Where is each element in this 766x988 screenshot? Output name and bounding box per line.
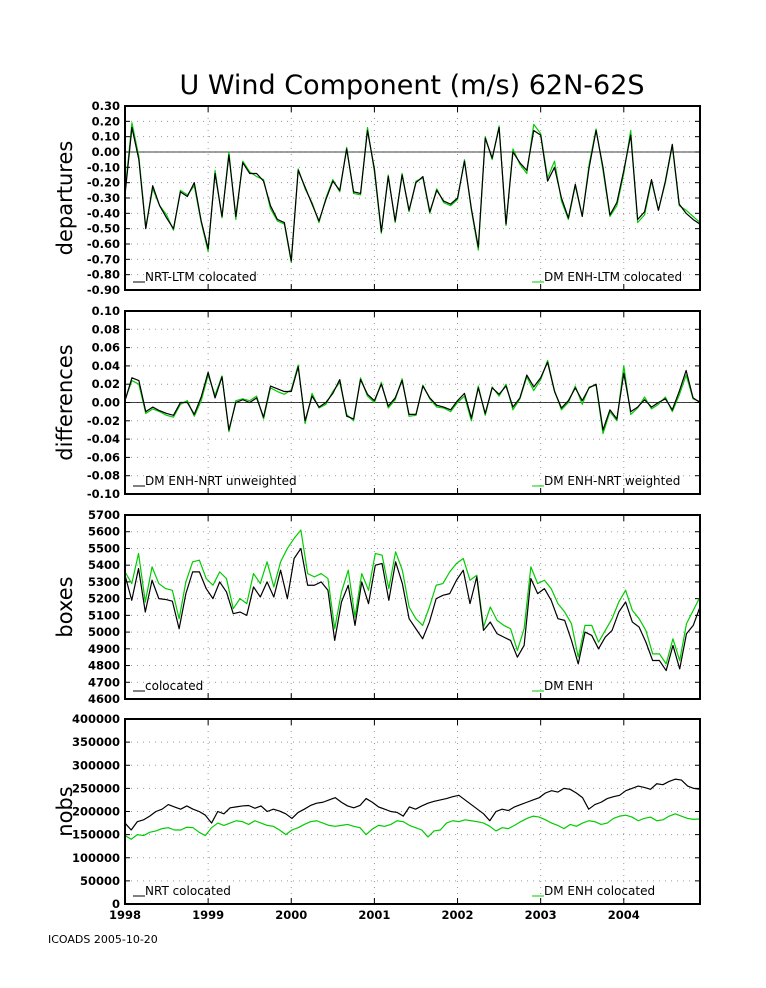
y-tick-label: 4700 [88,675,120,689]
x-tick-label: 2000 [275,908,307,922]
panel-boxes: 5700 5600 5500 5400 5300 5200 5100 5000 4900 4800… [53,508,701,706]
y-tick-label: -0.40 [87,206,120,220]
legend-label-1: DM ENH colocated [544,884,655,898]
legend-label-1: DM ENH [544,679,593,693]
y-tick-label: 150000 [72,828,120,842]
y-tick-label: -0.08 [87,469,120,483]
series-line-0 [124,778,701,831]
y-tick-label: 0.06 [92,341,120,355]
y-tick-label: 300000 [72,758,120,772]
footer-note: ICOADS 2005-10-20 [48,933,158,946]
y-tick-label: 5600 [88,525,120,539]
y-tick-label: 350000 [72,735,120,749]
series-line-1 [124,122,701,263]
y-tick-label: -0.10 [87,160,120,174]
y-axis-label: boxes [53,576,77,637]
plot-frame [124,514,701,700]
x-tick-label: 2003 [525,908,557,922]
series-line-1 [124,529,701,665]
legend-label-1: DM ENH-NRT weighted [544,474,680,488]
y-tick-label: -0.06 [87,450,120,464]
y-tick-label: 5300 [88,575,120,589]
y-tick-label: 50000 [80,874,120,888]
y-tick-label: 0.02 [92,377,120,391]
y-tick-label: 0.10 [92,304,120,318]
legend-label-1: DM ENH-LTM colocated [544,270,682,284]
plot-frame [124,105,701,291]
y-tick-label: -0.80 [87,268,120,282]
y-axis-label: departures [53,141,77,256]
y-axis-label: nobs [53,786,77,836]
panel-departures: 0.300.20 0.100.00-0.10 -0.20-0.30-0.40 -0.5… [53,99,701,297]
y-tick-label: 0.00 [92,396,120,410]
y-tick-label: 5400 [88,558,120,572]
y-tick-label: -0.04 [87,432,120,446]
legend-label-0: NRT-LTM colocated [145,270,257,284]
y-tick-label: 400000 [72,712,120,726]
y-tick-label: 0.20 [92,114,120,128]
y-tick-label: 4800 [88,659,120,673]
plot-frame [124,310,701,495]
plot-frame [124,718,701,905]
y-tick-label: 5500 [88,541,120,555]
y-tick-label: 0.08 [92,322,120,336]
legend-label-0: NRT colocated [145,884,231,898]
y-tick-label: 5700 [88,508,120,522]
y-tick-label: 100000 [72,851,120,865]
y-tick-label: -0.50 [87,222,120,236]
y-tick-label: -0.70 [87,252,120,266]
y-tick-label: -0.10 [87,487,120,501]
series-line-0 [124,126,701,262]
y-tick-label: 250000 [72,781,120,795]
y-tick-label: 200000 [72,805,120,819]
y-tick-label: -0.90 [87,283,120,297]
series-line-1 [124,359,701,435]
y-tick-label: 0 [112,897,120,911]
y-tick-label: 0.10 [92,130,120,144]
x-tick-label: 2001 [358,908,390,922]
x-tick-label: 2002 [442,908,474,922]
legend-label-0: DM ENH-NRT unweighted [145,474,297,488]
y-tick-label: -0.02 [87,414,120,428]
y-tick-label: 4600 [88,692,120,706]
series-line-0 [124,361,701,431]
y-tick-label: 5200 [88,592,120,606]
y-tick-label: 4900 [88,642,120,656]
legend-label-0: colocated [145,679,203,693]
y-tick-label: 5000 [88,625,120,639]
panel-differences: 0.10 0.08 0.06 0.04 0.02 0.00 -0.02 -0.04 -0.06 -… [53,304,701,501]
x-tick-label: 1999 [192,908,224,922]
panel-nobs: 400000 350000 300000 250000 200000 150000 1000… [53,712,701,911]
y-tick-label: 5100 [88,608,120,622]
y-tick-label: 0.30 [92,99,120,113]
x-tick-label: 1998 [109,908,141,922]
y-axis-label: differences [53,344,77,460]
series-line-1 [124,813,701,840]
y-tick-label: -0.60 [87,237,120,251]
panels: 0.300.200.100.00-0.10-0.20-0.30-0.40-0.5… [53,99,701,922]
y-tick-label: -0.30 [87,191,120,205]
y-tick-label: -0.20 [87,176,120,190]
y-tick-label: 0.04 [92,359,120,373]
x-tick-label: 2004 [608,908,640,922]
series-line-0 [124,547,701,672]
chart-title: U Wind Component (m/s) 62N-62S [179,70,644,101]
y-tick-label: 0.00 [92,145,120,159]
